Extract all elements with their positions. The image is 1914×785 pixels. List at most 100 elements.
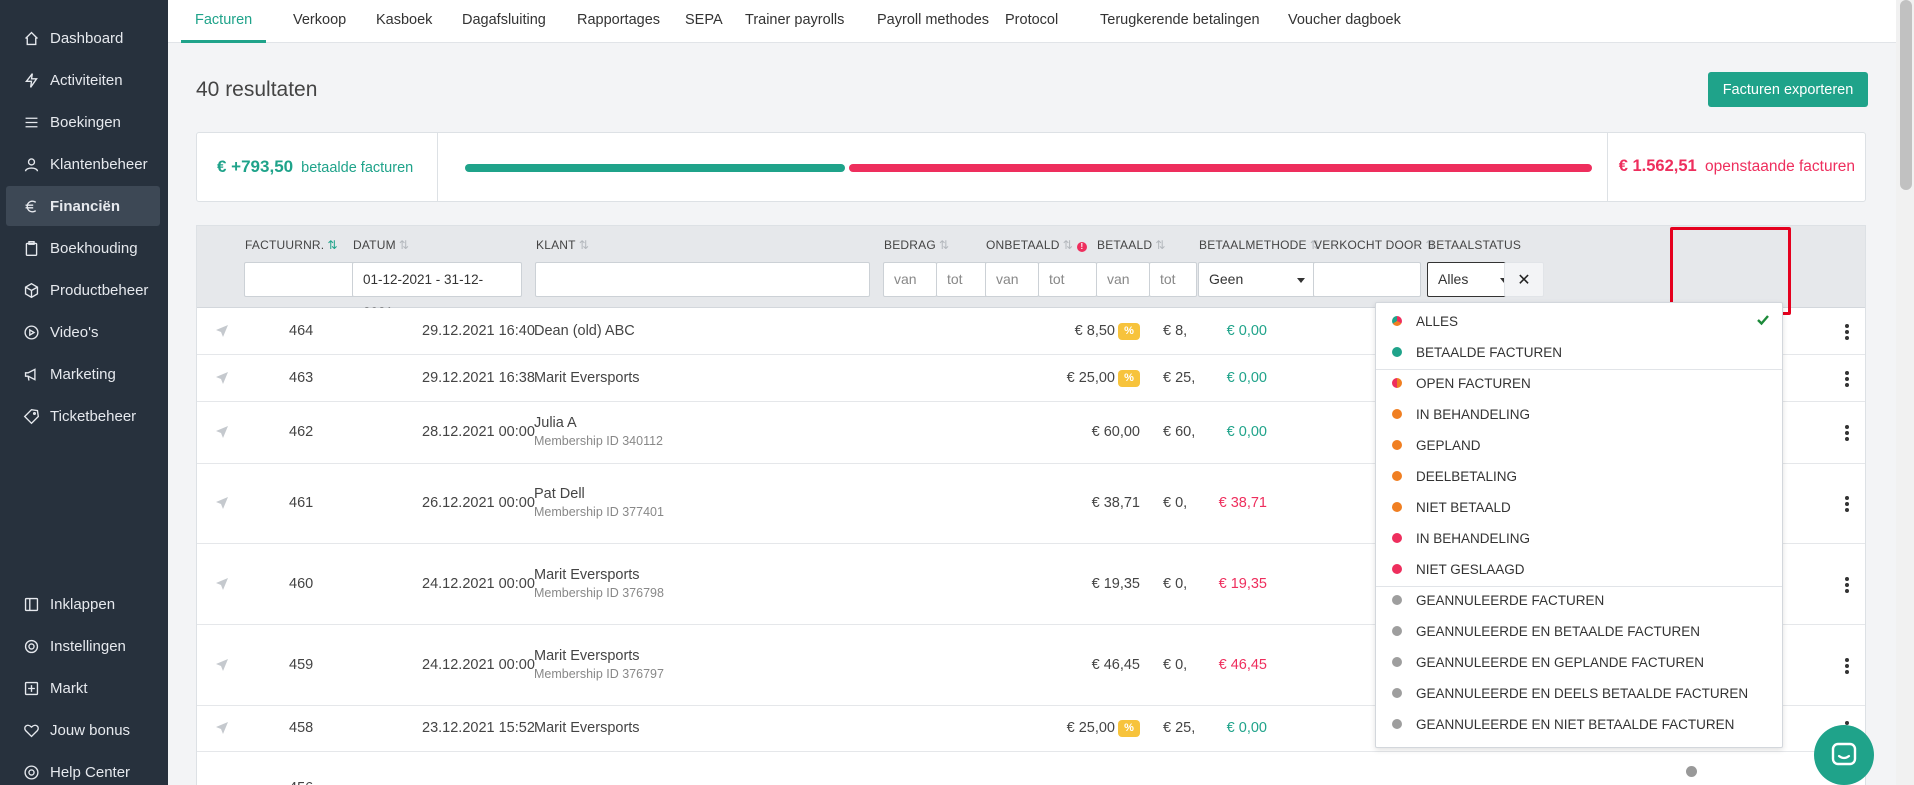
tab-facturen[interactable]: Facturen [181,0,267,43]
sidebar-item-klantenbeheer[interactable]: Klantenbeheer [6,144,160,184]
col-onbetaald[interactable]: ONBETAALD ⇅! [986,238,1087,252]
client-name[interactable]: Marit Eversports [534,647,640,664]
payment-method-select[interactable]: Geen [1198,262,1318,297]
date-range-filter-input[interactable]: 01-12-2021 - 31-12-2021 [352,262,522,320]
sort-icon[interactable]: ⇅ [327,238,338,252]
sidebar-item-marketing[interactable]: Marketing [6,354,160,394]
dropdown-option[interactable]: BETAALDE FACTUREN [1376,337,1782,368]
sort-icon[interactable]: ⇅ [398,238,410,252]
client-name[interactable]: Julia A [534,415,577,431]
bedrag-tot-input[interactable]: tot [936,262,990,297]
send-icon[interactable] [215,496,229,510]
client-name[interactable]: Marit Eversports [534,720,640,736]
client-filter-input[interactable] [535,262,870,297]
onbetaald-tot-input[interactable]: tot [1038,262,1097,297]
tab-voucher-dagboek[interactable]: Voucher dagboek [1288,12,1401,28]
col-betaald[interactable]: BETAALD ⇅ [1097,238,1165,252]
dropdown-option[interactable]: IN BEHANDELING [1376,523,1782,554]
col-label: BETAALMETHODE [1199,238,1307,252]
dropdown-option[interactable]: ALLES [1376,306,1782,337]
sidebar-item-activiteiten[interactable]: Activiteiten [6,60,160,100]
sidebar-item-jouwbonus[interactable]: Jouw bonus [6,710,160,750]
betaald-van-input[interactable]: van [1096,262,1150,297]
dropdown-option[interactable]: GEANNULEERDE EN GEPLANDE FACTUREN [1376,647,1782,678]
sidebar-item-ticketbeheer[interactable]: Ticketbeheer [6,396,160,436]
tab-protocol[interactable]: Protocol [1005,12,1059,28]
more-options-icon[interactable] [1845,323,1849,342]
dropdown-option[interactable]: GEANNULEERDE EN BETAALDE FACTUREN [1376,616,1782,647]
sort-icon[interactable]: ⇅ [1155,238,1166,252]
sidebar-item-productbeheer[interactable]: Productbeheer [6,270,160,310]
dropdown-option[interactable]: OPEN FACTUREN [1376,368,1782,399]
col-datum[interactable]: DATUM ⇅ [353,238,409,252]
status-dot-icon [1392,595,1402,605]
sidebar-item-label: Productbeheer [50,281,149,299]
send-icon[interactable] [215,371,229,385]
send-icon[interactable] [215,324,229,338]
dropdown-option[interactable]: GEANNULEERDE EN DEELS BETAALDE FACTUREN [1376,678,1782,709]
paid-amount: € 60, [1163,424,1196,440]
dropdown-option[interactable]: NIET GESLAAGD [1376,554,1782,585]
send-icon[interactable] [215,658,229,672]
more-options-icon[interactable] [1845,370,1849,389]
tab-dagafsluiting[interactable]: Dagafsluiting [462,12,546,28]
col-klant[interactable]: KLANT ⇅ [536,238,589,252]
tab-sepa[interactable]: SEPA [685,12,723,28]
dropdown-option[interactable]: DEELBETALING [1376,461,1782,492]
sort-icon[interactable]: ⇅ [578,238,589,252]
info-icon[interactable]: ! [1076,242,1087,252]
sidebar-item-financin[interactable]: Financiën [6,186,160,226]
dropdown-option[interactable]: GEANNULEERDE FACTUREN [1376,585,1782,616]
dropdown-option[interactable]: NIET BETAALD [1376,492,1782,523]
scrollbar[interactable] [1896,0,1914,785]
more-options-icon[interactable] [1845,496,1849,514]
tab-payroll-methodes[interactable]: Payroll methodes [877,12,990,28]
betaald-tot-input[interactable]: tot [1149,262,1197,297]
sidebar-item-markt[interactable]: Markt [6,668,160,708]
scrollbar-thumb[interactable] [1900,0,1912,190]
clear-filters-button[interactable]: ✕ [1504,262,1544,297]
tab-rapportages[interactable]: Rapportages [577,12,661,28]
dropdown-option[interactable]: GEPLAND [1376,430,1782,461]
table-row[interactable]: 456 [197,752,1865,785]
sort-icon[interactable]: ⇅ [1309,238,1320,252]
sold-by-filter-input[interactable] [1313,262,1421,297]
open-summary: € 1.562,51 openstaande facturen [1619,157,1855,176]
more-options-icon[interactable] [1845,576,1849,595]
tab-terugkerende-betalingen[interactable]: Terugkerende betalingen [1100,12,1260,28]
onbetaald-van-input[interactable]: van [985,262,1039,297]
client-name[interactable]: Pat Dell [534,486,585,502]
sidebar-item-instellingen[interactable]: Instellingen [6,626,160,666]
dropdown-option[interactable]: IN BEHANDELING [1376,399,1782,430]
col-factuurnr[interactable]: FACTUURNR. ⇅ [245,238,338,252]
sort-icon[interactable]: ⇅ [1062,238,1073,252]
bedrag-van-input[interactable]: van [883,262,937,297]
col-verkocht-door[interactable]: VERKOCHT DOOR ⇅ [1314,238,1436,252]
more-options-icon[interactable] [1845,425,1849,443]
sidebar-item-inklappen[interactable]: Inklappen [6,584,160,624]
tab-verkoop[interactable]: Verkoop [293,12,347,28]
dropdown-option[interactable]: GEANNULEERDE EN NIET BETAALDE FACTUREN [1376,709,1782,740]
sidebar-item-dashboard[interactable]: Dashboard [6,18,160,58]
client-name[interactable]: Marit Eversports [534,566,640,583]
col-bedrag[interactable]: BEDRAG ⇅ [884,238,949,252]
export-invoices-button[interactable]: Facturen exporteren [1708,72,1868,107]
client-name[interactable]: Marit Eversports [534,369,640,386]
sidebar-item-videos[interactable]: Video's [6,312,160,352]
send-icon[interactable] [215,721,229,735]
sidebar-item-helpcenter[interactable]: Help Center [6,752,160,785]
sort-icon[interactable]: ⇅ [938,238,950,252]
send-icon[interactable] [215,577,229,591]
send-icon[interactable] [215,425,229,439]
tab-trainer-payrolls[interactable]: Trainer payrolls [745,12,845,28]
more-options-icon[interactable] [1845,657,1849,676]
chat-button[interactable] [1814,725,1874,785]
client-name[interactable]: Dean (old) ABC [534,322,635,339]
sort-icon[interactable]: ⇅ [1425,238,1436,252]
col-label: BEDRAG [884,238,936,252]
col-betaalmethode[interactable]: BETAALMETHODE ⇅ [1199,238,1320,252]
sidebar-item-boekhouding[interactable]: Boekhouding [6,228,160,268]
factuurnr-filter-input[interactable] [244,262,357,297]
tab-kasboek[interactable]: Kasboek [376,12,433,28]
sidebar-item-boekingen[interactable]: Boekingen [6,102,160,142]
